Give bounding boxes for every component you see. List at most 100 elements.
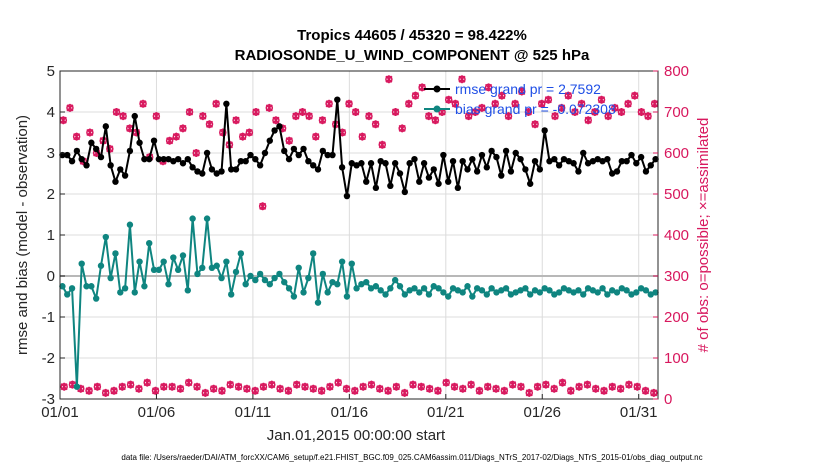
rmse-point: [377, 158, 384, 165]
y-right-label: # of obs: o=possible; ×=assimilated: [695, 118, 712, 353]
footer-note: data file: /Users/raeder/DAI/ATM_forcXX/…: [121, 453, 702, 462]
obs-top-assimilated: [538, 99, 546, 108]
obs-bottom-assimilated: [334, 378, 342, 387]
y-right-tick-label: 700: [664, 104, 689, 121]
rmse-point: [589, 158, 597, 165]
rmse-point: [194, 168, 201, 175]
y-left-tick-label: 5: [47, 63, 55, 80]
x-tick-label: 01/31: [620, 404, 658, 421]
rmse-point: [387, 182, 394, 189]
bias-point: [348, 260, 355, 267]
obs-top-assimilated: [119, 112, 127, 121]
bias-point: [131, 289, 138, 296]
y-right-tick-label: 0: [664, 391, 672, 408]
bias-point: [179, 252, 187, 259]
bias-point: [430, 283, 437, 290]
rmse-series: [59, 96, 659, 200]
obs-bottom-assimilated: [575, 382, 583, 391]
obs-top-assimilated: [372, 120, 380, 129]
obs-bottom-assimilated: [243, 384, 251, 393]
bias-point: [319, 270, 327, 278]
x-tick-label: 01/01: [41, 404, 79, 421]
obs-top-assimilated: [445, 95, 453, 104]
rmse-point: [126, 147, 134, 155]
bias-point: [256, 270, 264, 278]
bias-point: [363, 278, 370, 286]
obs-top-assimilated: [578, 99, 586, 108]
bias-point: [512, 289, 519, 296]
rmse-point: [546, 158, 553, 165]
obs-bottom-assimilated: [608, 382, 616, 391]
legend-bias-label: bias grand pr = -0.072308: [455, 101, 616, 117]
obs-bottom-assimilated: [251, 386, 259, 395]
bias-point: [107, 274, 114, 282]
rmse-point: [208, 166, 216, 173]
obs-bottom-assimilated: [642, 386, 650, 395]
obs-bottom-assimilated: [434, 386, 442, 395]
bias-point: [281, 278, 288, 286]
rmse-point: [608, 170, 616, 177]
y-left-tick-label: 1: [47, 227, 55, 244]
bias-point: [184, 287, 191, 294]
bias-point: [599, 285, 606, 292]
rmse-point: [507, 168, 515, 175]
bias-point: [440, 289, 447, 296]
rmse-point: [334, 96, 341, 103]
obs-bottom-assimilated: [367, 380, 375, 389]
legend-bias-swatch-marker: [433, 105, 441, 113]
bias-point: [247, 272, 254, 280]
bias-point: [449, 285, 457, 292]
rmse-point: [449, 158, 457, 165]
x-tick-label: 01/21: [427, 404, 465, 421]
obs-bottom-assimilated: [259, 382, 268, 391]
obs-bottom-assimilated: [492, 384, 500, 393]
rmse-point: [637, 153, 645, 161]
bias-point: [353, 285, 360, 292]
obs-top-assimilated: [192, 149, 200, 157]
obs-top-assimilated: [365, 112, 373, 121]
bias-point: [141, 283, 148, 290]
bias-point: [237, 250, 245, 257]
x-tick-label: 01/11: [235, 404, 271, 421]
rmse-point: [575, 168, 582, 175]
rmse-point: [290, 145, 298, 153]
obs-top-assimilated: [458, 75, 466, 84]
rmse-point: [522, 166, 529, 173]
rmse-point: [88, 139, 95, 146]
obs-bottom-assimilated: [60, 382, 68, 391]
bias-point: [232, 268, 240, 276]
rmse-point: [97, 153, 105, 161]
rmse-point: [338, 164, 346, 171]
rmse-point: [555, 162, 563, 169]
bias-point: [338, 258, 346, 265]
bias-point: [314, 299, 322, 306]
rmse-point: [136, 139, 143, 146]
bias-point: [208, 264, 216, 271]
obs-top-assimilated: [179, 124, 187, 133]
bias-point: [411, 285, 418, 292]
obs-top-assimilated: [471, 108, 479, 116]
obs-top-assimilated: [637, 108, 645, 116]
rmse-point: [642, 168, 650, 175]
obs-bottom-assimilated: [592, 384, 600, 393]
y-left-tick-label: 3: [47, 145, 55, 162]
obs-bottom-assimilated: [600, 386, 608, 395]
rmse-point: [531, 158, 539, 165]
bias-point: [223, 258, 230, 265]
bias-point: [290, 293, 298, 300]
rmse-point: [329, 151, 336, 159]
rmse-point: [391, 160, 399, 167]
bias-point: [261, 276, 269, 284]
obs-bottom-assimilated: [118, 382, 126, 391]
bias-point: [396, 283, 404, 290]
obs-bottom-assimilated: [143, 378, 151, 387]
obs-bottom-assimilated: [226, 380, 234, 389]
obs-top-assimilated: [591, 108, 599, 116]
rmse-point: [189, 164, 196, 171]
bias-point: [613, 289, 621, 296]
bias-point: [382, 291, 389, 298]
obs-top-assimilated: [298, 108, 307, 116]
rmse-point: [353, 162, 360, 169]
rmse-point: [613, 168, 621, 175]
rmse-point: [213, 170, 220, 177]
